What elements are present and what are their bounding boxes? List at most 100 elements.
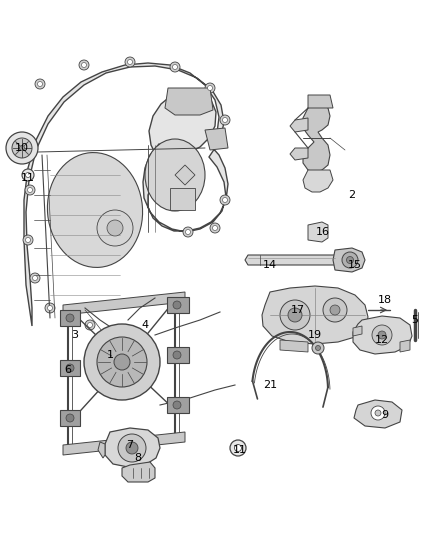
Circle shape [378, 331, 386, 339]
Circle shape [38, 82, 42, 86]
Polygon shape [175, 165, 195, 185]
Circle shape [330, 305, 340, 315]
Circle shape [126, 442, 138, 454]
Text: 2: 2 [349, 190, 356, 200]
Circle shape [375, 410, 381, 416]
Circle shape [288, 308, 302, 322]
Text: 15: 15 [348, 260, 362, 270]
Polygon shape [354, 400, 402, 428]
Polygon shape [170, 188, 195, 210]
Text: 11: 11 [21, 173, 35, 183]
Circle shape [81, 62, 86, 68]
Polygon shape [333, 248, 365, 272]
Circle shape [25, 173, 31, 177]
Circle shape [66, 414, 74, 422]
Circle shape [45, 303, 55, 313]
Circle shape [210, 223, 220, 233]
Text: 11: 11 [233, 445, 247, 455]
Circle shape [12, 138, 32, 158]
Circle shape [342, 252, 358, 268]
Text: 6: 6 [64, 365, 71, 375]
Circle shape [127, 60, 133, 64]
Circle shape [97, 210, 133, 246]
Circle shape [323, 298, 347, 322]
Polygon shape [400, 340, 410, 352]
Polygon shape [60, 360, 80, 376]
Ellipse shape [47, 152, 143, 268]
Polygon shape [98, 442, 105, 458]
Circle shape [173, 64, 177, 69]
Polygon shape [167, 397, 189, 413]
Circle shape [212, 225, 218, 230]
Polygon shape [262, 286, 368, 344]
Circle shape [372, 325, 392, 345]
Circle shape [47, 305, 53, 311]
Text: 19: 19 [308, 330, 322, 340]
Polygon shape [205, 128, 228, 150]
Circle shape [280, 300, 310, 330]
Circle shape [234, 445, 241, 451]
Polygon shape [24, 63, 228, 326]
Polygon shape [167, 347, 189, 363]
Circle shape [85, 320, 95, 330]
Text: 9: 9 [381, 410, 389, 420]
Text: 14: 14 [263, 260, 277, 270]
Text: 4: 4 [141, 320, 148, 330]
Polygon shape [105, 428, 160, 467]
Text: 5: 5 [411, 315, 418, 325]
Circle shape [25, 185, 35, 195]
Circle shape [28, 188, 32, 192]
Circle shape [30, 273, 40, 283]
Polygon shape [165, 88, 213, 115]
Circle shape [223, 198, 227, 203]
Circle shape [23, 235, 33, 245]
Polygon shape [245, 255, 337, 265]
Circle shape [315, 345, 321, 351]
Circle shape [97, 337, 147, 387]
Polygon shape [353, 326, 362, 336]
Circle shape [114, 354, 130, 370]
Circle shape [88, 322, 92, 327]
Circle shape [170, 62, 180, 72]
Circle shape [173, 401, 181, 409]
Polygon shape [63, 432, 185, 455]
Text: 12: 12 [375, 335, 389, 345]
Circle shape [183, 227, 193, 237]
Polygon shape [308, 222, 328, 242]
Polygon shape [303, 170, 333, 192]
Circle shape [107, 220, 123, 236]
Circle shape [66, 314, 74, 322]
Circle shape [66, 364, 74, 372]
Polygon shape [290, 148, 308, 160]
Polygon shape [303, 105, 330, 172]
Text: 10: 10 [15, 143, 29, 153]
Circle shape [20, 146, 25, 150]
Circle shape [84, 324, 160, 400]
Circle shape [346, 256, 353, 263]
Circle shape [79, 60, 89, 70]
Circle shape [22, 169, 34, 181]
Circle shape [220, 195, 230, 205]
Circle shape [223, 117, 227, 123]
Circle shape [371, 406, 385, 420]
Circle shape [186, 230, 191, 235]
Circle shape [230, 440, 246, 456]
Circle shape [173, 301, 181, 309]
Polygon shape [353, 316, 412, 354]
Text: 8: 8 [134, 453, 141, 463]
Polygon shape [308, 95, 333, 108]
Circle shape [208, 85, 212, 91]
Text: 3: 3 [71, 330, 78, 340]
Circle shape [25, 238, 31, 243]
Circle shape [205, 83, 215, 93]
Ellipse shape [145, 139, 205, 211]
Text: 7: 7 [127, 440, 134, 450]
Polygon shape [280, 340, 308, 352]
Circle shape [32, 276, 38, 280]
Text: 17: 17 [291, 305, 305, 315]
Polygon shape [63, 292, 185, 315]
Circle shape [6, 132, 38, 164]
Polygon shape [60, 310, 80, 326]
Polygon shape [167, 297, 189, 313]
Circle shape [220, 115, 230, 125]
